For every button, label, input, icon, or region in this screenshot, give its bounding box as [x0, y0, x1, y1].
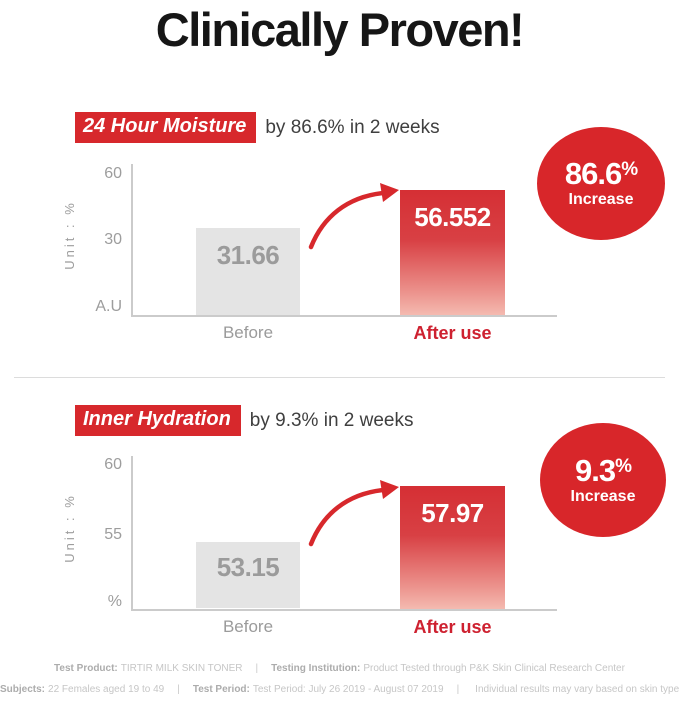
bar-value: 57.97	[421, 498, 484, 528]
increase-caption: Increase	[568, 191, 634, 209]
bar-before: 31.66	[196, 228, 300, 315]
footer-separator: |	[177, 684, 180, 695]
footer-testing-institution-value: Product Tested through P&K Skin Clinical…	[363, 663, 625, 674]
footer-separator: |	[255, 663, 259, 674]
increase-arrow-icon	[308, 183, 399, 250]
metric-subtitle: by 9.3% in 2 weeks	[249, 409, 414, 431]
bar-after: 57.97	[400, 486, 505, 609]
footer-separator: |	[456, 684, 460, 695]
increase-caption: Increase	[570, 487, 636, 505]
page-title: Clinically Proven!	[155, 3, 525, 56]
increase-arrow-icon	[308, 480, 399, 547]
footer-test-product-value: TIRTIR MILK SKIN TONER	[120, 663, 243, 674]
bar-value: 56.552	[414, 202, 491, 232]
section-inner-hydration: Inner Hydration by 9.3% in 2 weeks Unit …	[0, 398, 679, 663]
metric-badge: Inner Hydration	[75, 405, 241, 436]
increase-percent-sign: %	[621, 159, 638, 181]
bar-after: 56.552	[400, 190, 505, 315]
increase-value: 86.6 %	[564, 156, 638, 192]
increase-value: 9.3 %	[574, 452, 632, 488]
increase-badge: 86.6 % Increase	[537, 127, 665, 240]
footer-disclaimer: Individual results may vary based on ski…	[475, 684, 679, 695]
footer-line-1: Test Product: TIRTIR MILK SKIN TONER | Test…	[0, 663, 679, 674]
y-axis-line	[131, 164, 133, 315]
footer-test-period-label: Test Period:	[192, 684, 250, 695]
section-24-hour-moisture: 24 Hour Moisture by 86.6% in 2 weeks Uni…	[0, 105, 679, 370]
y-axis-tick: 60	[104, 165, 122, 182]
increase-number: 86.6	[564, 156, 622, 192]
category-label-before: Before	[222, 323, 274, 342]
section-header: Inner Hydration by 9.3% in 2 weeks	[75, 405, 414, 436]
category-label-after: After use	[413, 323, 492, 343]
bar-before: 53.15	[196, 542, 300, 608]
x-axis-line	[131, 609, 557, 611]
footer-testing-institution-label: Testing Institution:	[271, 663, 361, 674]
y-axis-tick: A.U	[95, 298, 122, 315]
category-label-after: After use	[413, 617, 492, 637]
y-axis-tick: 60	[104, 456, 122, 473]
metric-subtitle: by 86.6% in 2 weeks	[265, 116, 440, 138]
footer-subjects-value: 22 Females aged 19 to 49	[48, 684, 165, 695]
section-divider	[14, 377, 665, 378]
bar-value: 31.66	[216, 240, 280, 270]
x-axis-line	[131, 315, 557, 317]
footer-subjects-label: Subjects:	[0, 684, 46, 695]
metric-badge: 24 Hour Moisture	[75, 112, 257, 143]
bar-value: 53.15	[216, 552, 280, 582]
increase-number: 9.3	[574, 452, 616, 488]
y-axis-tick: 30	[104, 231, 122, 248]
increase-badge: 9.3 % Increase	[540, 423, 666, 537]
section-header: 24 Hour Moisture by 86.6% in 2 weeks	[75, 112, 440, 143]
category-label-before: Before	[222, 617, 274, 636]
footer-test-product-label: Test Product:	[54, 663, 118, 674]
increase-percent-sign: %	[615, 455, 632, 477]
y-axis-tick: %	[107, 593, 122, 610]
footer-test-period-value: Test Period: July 26 2019 - August 07 20…	[252, 684, 444, 695]
footer-line-2: Subjects: 22 Females aged 19 to 49 | Test P…	[0, 684, 679, 695]
y-axis-line	[131, 456, 133, 609]
y-axis-tick: 55	[104, 526, 122, 543]
